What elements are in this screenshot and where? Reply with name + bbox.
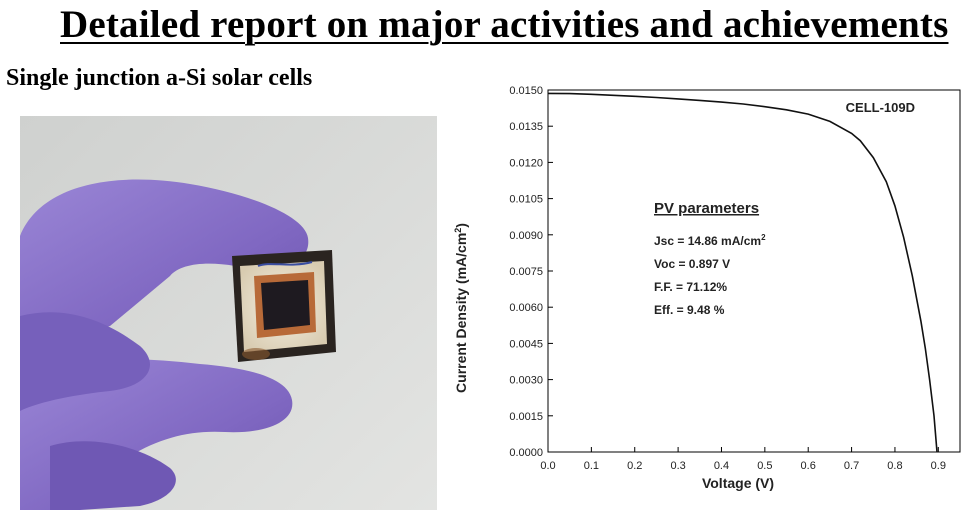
y-tick-label: 0.0120	[509, 157, 543, 169]
y-tick-label: 0.0135	[509, 121, 543, 133]
ff-value: F.F. = 71.12%	[654, 280, 727, 294]
x-tick-label: 0.9	[931, 460, 946, 472]
jv-curve-chart: 0.0000 0.0015 0.0030 0.0045 0.0060 0.0075 0.00…	[440, 76, 970, 510]
y-tick-label: 0.0150	[509, 85, 543, 97]
glove-palm	[20, 312, 150, 411]
jv-series-line	[547, 92, 938, 453]
plot-area-frame	[547, 89, 961, 453]
glove-thumb	[20, 179, 309, 346]
solar-cell-sample	[232, 250, 336, 362]
x-tick-label: 0.1	[584, 460, 599, 472]
y-tick-label: 0.0030	[509, 375, 543, 387]
x-tick-label: 0.3	[670, 460, 685, 472]
cell-id-label: CELL-109D	[846, 100, 915, 115]
x-tick-label: 0.2	[627, 460, 642, 472]
y-tick-label: 0.0045	[509, 338, 543, 350]
voc-value: Voc = 0.897 V	[654, 257, 730, 271]
jsc-value: Jsc = 14.86 mA/cm2	[654, 233, 766, 248]
y-tick-label: 0.0000	[509, 447, 543, 459]
x-tick-label: 0.0	[540, 460, 555, 472]
x-axis-label: Voltage (V)	[702, 475, 774, 491]
pv-parameters-heading: PV parameters	[654, 200, 759, 217]
section-subtitle: Single junction a-Si solar cells	[6, 65, 313, 91]
y-tick-label: 0.0090	[509, 230, 543, 242]
y-axis-label: Current Density (mA/cm2)	[453, 223, 469, 393]
y-tick-label: 0.0105	[509, 194, 543, 206]
glove-lower-finger	[50, 441, 176, 510]
pv-parameters-annotation: PV parameters Jsc = 14.86 mA/cm2 Voc = 0…	[654, 200, 766, 317]
y-tick-label: 0.0075	[509, 266, 543, 278]
x-tick-label: 0.6	[801, 460, 816, 472]
y-tick-label: 0.0060	[509, 302, 543, 314]
y-axis-ticks: 0.0000 0.0015 0.0030 0.0045 0.0060 0.0075 0.00…	[509, 85, 553, 459]
chart-svg: 0.00000.00150.00300.00450.00600.00750.00…	[453, 85, 961, 491]
y-tick-label: 0.0015	[509, 411, 543, 423]
x-axis-ticks: 0.0 0.1 0.2 0.3 0.4 0.5 0.6 0.7 0.8 0.9	[540, 447, 946, 472]
x-tick-label: 0.5	[757, 460, 772, 472]
x-tick-label: 0.4	[714, 460, 729, 472]
eff-value: Eff. = 9.48 %	[654, 303, 725, 317]
gloved-hand-holding-solar-cell-icon	[20, 116, 437, 510]
x-tick-label: 0.7	[844, 460, 859, 472]
page-title: Detailed report on major activities and …	[60, 3, 949, 46]
x-tick-label: 0.8	[887, 460, 902, 472]
solar-cell-photo	[20, 116, 437, 510]
